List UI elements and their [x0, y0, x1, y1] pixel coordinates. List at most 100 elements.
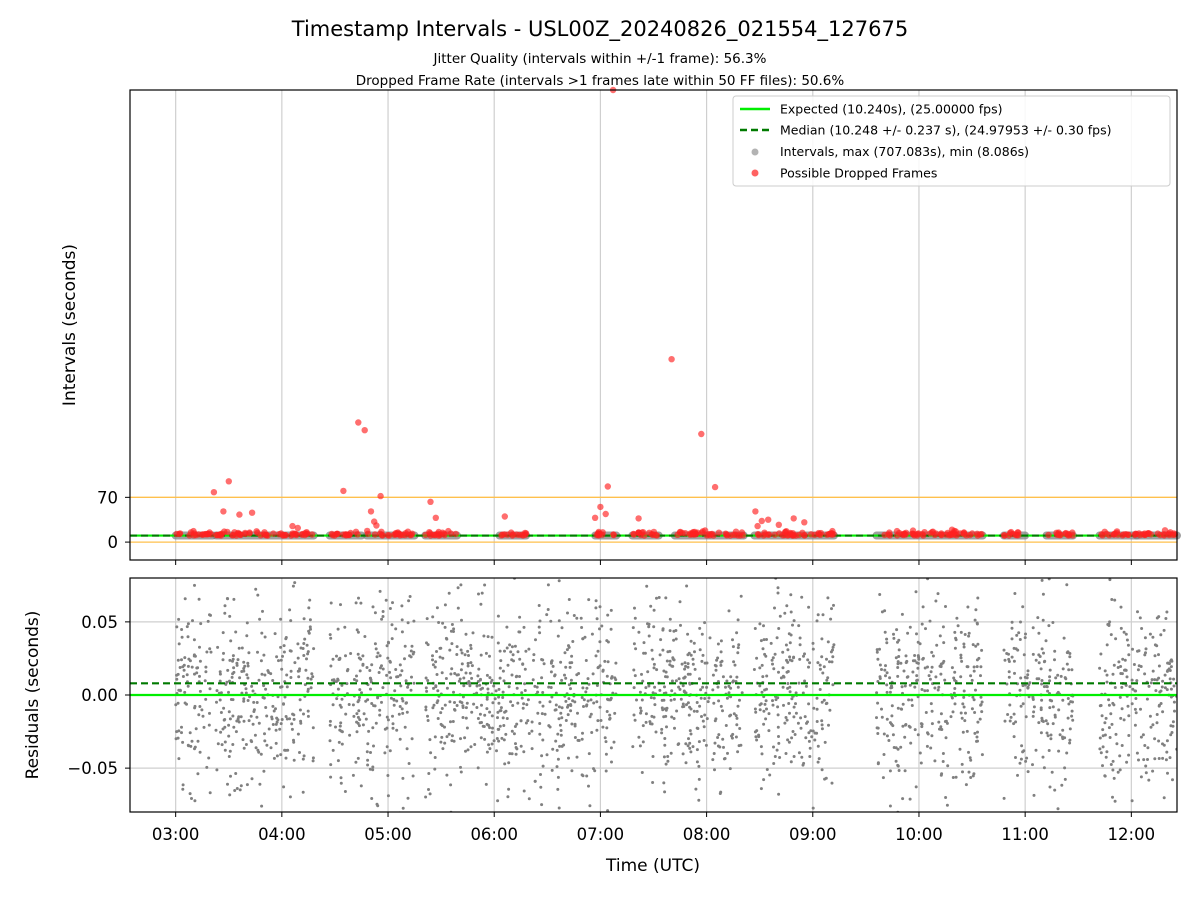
residual-point	[459, 770, 463, 774]
dropped-frame-point	[253, 528, 260, 535]
residual-point	[959, 675, 963, 679]
residual-point	[875, 716, 878, 720]
residual-point	[777, 741, 781, 745]
residual-point	[826, 640, 830, 644]
residual-point	[663, 743, 667, 747]
residual-point	[1123, 658, 1127, 662]
residual-point	[739, 594, 743, 598]
residual-point	[401, 776, 405, 780]
residual-point	[1044, 719, 1048, 723]
residual-point	[1119, 665, 1123, 668]
residual-point	[409, 649, 413, 653]
residual-point	[773, 606, 776, 610]
residual-point	[193, 704, 197, 708]
dropped-frame-outlier	[355, 419, 362, 426]
residual-point	[378, 654, 382, 658]
residual-point	[466, 661, 470, 665]
residual-point	[450, 667, 454, 671]
residual-point	[356, 700, 360, 704]
residual-point	[587, 784, 590, 788]
residual-point	[505, 646, 509, 650]
residual-point	[306, 714, 310, 718]
residual-point	[1145, 697, 1149, 701]
residual-point	[674, 637, 678, 641]
residual-point	[930, 665, 934, 669]
residual-point	[426, 714, 429, 718]
residual-point	[1051, 621, 1055, 624]
residual-point	[478, 712, 482, 716]
residual-point	[798, 657, 802, 661]
dropped-frame-point	[334, 530, 341, 537]
residual-point	[906, 631, 910, 635]
residual-point	[365, 666, 369, 669]
residual-point	[736, 685, 740, 689]
residual-point	[441, 621, 445, 625]
residual-point	[661, 627, 665, 631]
residual-point	[954, 775, 958, 779]
residual-point	[1118, 768, 1122, 772]
residual-point	[1112, 776, 1116, 780]
residual-point	[345, 669, 349, 673]
residual-point	[1021, 702, 1025, 706]
residual-point	[1120, 744, 1124, 747]
residual-point	[704, 743, 708, 747]
residual-point	[564, 676, 568, 680]
residual-point	[180, 725, 183, 729]
residual-point	[185, 673, 189, 677]
residual-point	[688, 729, 692, 733]
residual-point	[557, 717, 561, 721]
residual-point	[328, 739, 332, 743]
residual-point	[220, 743, 224, 747]
residual-point	[336, 627, 340, 631]
residual-point	[302, 617, 306, 621]
residual-point	[670, 689, 674, 693]
residual-point	[1065, 751, 1069, 755]
residual-point	[1127, 714, 1131, 718]
residual-point	[1050, 770, 1054, 774]
residual-point	[522, 750, 526, 754]
residual-point	[820, 700, 824, 704]
residual-point	[933, 686, 937, 690]
residual-point	[673, 726, 676, 730]
residual-point	[581, 731, 584, 735]
residual-point	[185, 702, 188, 706]
residual-point	[776, 586, 780, 590]
residual-point	[563, 651, 567, 655]
residual-point	[1111, 701, 1115, 705]
residual-point	[223, 740, 227, 744]
residual-point	[682, 689, 686, 693]
residual-point	[695, 760, 699, 764]
residual-point	[1046, 722, 1050, 726]
residual-point	[238, 788, 242, 792]
residual-point	[980, 753, 984, 757]
residual-point	[596, 719, 600, 723]
residual-point	[651, 691, 655, 695]
residual-point	[1143, 672, 1147, 676]
residual-point	[587, 752, 591, 756]
residual-point	[311, 675, 315, 679]
residual-point	[175, 730, 179, 734]
residual-point	[458, 677, 462, 681]
residual-point	[510, 752, 514, 756]
residual-point	[242, 719, 246, 723]
residual-point	[436, 699, 440, 703]
residual-point	[789, 610, 793, 614]
residual-point	[441, 656, 445, 660]
residual-point	[678, 687, 682, 691]
residual-point	[180, 628, 184, 631]
residual-point	[899, 661, 903, 665]
residual-point	[183, 690, 187, 694]
residual-point	[771, 703, 775, 707]
residual-point	[1048, 706, 1052, 710]
residual-point	[779, 676, 783, 680]
residual-point	[525, 703, 529, 707]
residual-point	[885, 671, 889, 675]
residual-point	[500, 736, 504, 740]
residuals-panel: 0.050.00−0.05 03:00 04:00 05:00 06:00 07:00 0…	[23, 577, 1178, 844]
dropped-frame-point	[1099, 532, 1106, 539]
residual-point	[483, 713, 487, 717]
residual-point	[930, 709, 934, 713]
residual-point	[181, 675, 185, 678]
residual-point	[907, 698, 911, 702]
residual-point	[289, 619, 293, 623]
